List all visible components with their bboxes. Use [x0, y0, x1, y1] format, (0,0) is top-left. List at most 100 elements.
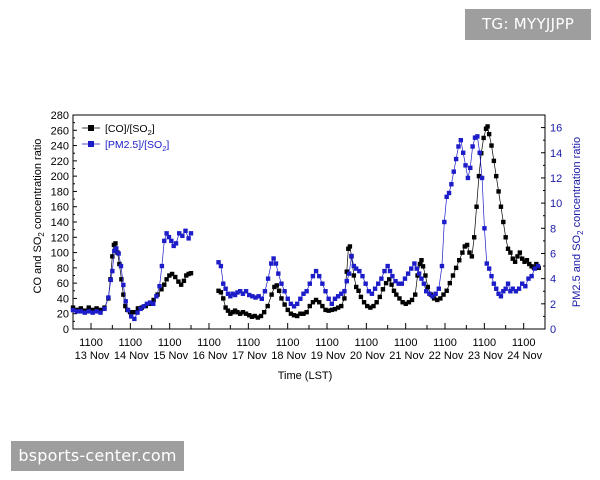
data-point: [279, 296, 284, 301]
data-point: [346, 246, 351, 251]
data-point: [240, 309, 246, 315]
data-point: [269, 292, 274, 297]
data-point: [491, 281, 497, 286]
data-point: [276, 288, 282, 293]
data-point: [414, 266, 419, 271]
data-point: [377, 294, 382, 300]
data-point: [369, 291, 375, 296]
legend-label-co-so2: [CO]/[SO2]: [105, 123, 155, 137]
x-hour-label: 1100: [473, 337, 497, 349]
watermark-top: TG: MYYJJPP: [465, 9, 591, 40]
data-point: [529, 273, 534, 279]
data-point: [482, 226, 487, 231]
data-point: [421, 281, 427, 286]
data-point: [261, 309, 267, 315]
left-tick-label: 200: [51, 171, 69, 183]
data-point: [527, 261, 532, 267]
data-point: [444, 194, 449, 200]
data-point: [423, 273, 428, 278]
data-point: [400, 300, 405, 305]
data-point: [243, 311, 249, 316]
data-point: [501, 219, 506, 225]
data-point: [169, 271, 175, 277]
data-point: [460, 250, 465, 255]
right-tick-label: 4: [550, 274, 556, 286]
data-point: [147, 300, 153, 305]
data-point: [313, 297, 319, 303]
data-point: [178, 282, 184, 287]
data-point: [532, 266, 537, 271]
series-pm25-so2: [70, 134, 541, 322]
data-point: [524, 258, 530, 263]
data-point: [271, 256, 276, 261]
x-hour-label: 1100: [315, 337, 339, 349]
data-point: [508, 289, 513, 294]
data-point: [243, 289, 249, 294]
data-point: [354, 284, 359, 290]
x-day-label: 24 Nov: [507, 350, 542, 362]
data-point: [405, 271, 411, 276]
data-point: [240, 291, 246, 296]
data-point: [237, 311, 243, 316]
data-point: [496, 291, 501, 296]
data-point: [320, 281, 325, 286]
data-point: [307, 281, 312, 286]
data-point: [424, 289, 429, 294]
data-point: [154, 294, 159, 299]
data-point: [112, 248, 117, 254]
x-day-label: 21 Nov: [389, 350, 424, 362]
data-point: [344, 269, 349, 274]
data-point: [444, 288, 449, 293]
data-point: [469, 254, 475, 259]
data-point: [78, 306, 84, 311]
data-point: [247, 292, 252, 298]
data-point: [129, 314, 134, 319]
data-point: [90, 310, 95, 315]
data-point: [376, 281, 381, 286]
data-point: [188, 271, 194, 276]
data-point: [476, 173, 482, 179]
data-point: [262, 289, 268, 294]
data-point: [379, 276, 384, 281]
data-point: [157, 284, 162, 289]
data-point: [460, 150, 466, 155]
right-tick-label: 14: [550, 148, 562, 160]
data-point: [250, 294, 255, 299]
data-point: [412, 261, 417, 266]
data-point: [285, 296, 290, 301]
data-point: [457, 258, 462, 263]
left-tick-label: 120: [51, 232, 69, 244]
data-point: [177, 231, 182, 236]
data-point: [486, 266, 492, 271]
data-point: [406, 300, 412, 305]
series-layer: [70, 124, 541, 322]
data-point: [358, 294, 364, 300]
x-hour-label: 1100: [79, 337, 103, 349]
right-axis-title: PM2.5 and SO2 concentration ratio: [571, 137, 585, 307]
data-point: [323, 289, 328, 294]
data-point: [255, 315, 261, 320]
data-point: [519, 256, 525, 261]
legend-label-pm25-so2: [PM2.5]/[SO2]: [105, 139, 169, 153]
left-tick-label: 20: [57, 309, 69, 321]
left-tick-label: 0: [63, 324, 69, 336]
data-point: [342, 289, 347, 294]
right-tick-label: 10: [550, 198, 562, 210]
data-point: [339, 291, 344, 296]
data-point: [159, 263, 165, 269]
data-point: [265, 276, 271, 281]
data-point: [132, 316, 137, 322]
data-point: [159, 287, 164, 292]
data-point: [151, 297, 156, 303]
x-day-label: 13 Nov: [75, 350, 110, 362]
data-point: [517, 250, 523, 255]
data-point: [494, 173, 499, 179]
data-point: [332, 296, 338, 301]
data-point: [489, 273, 494, 279]
data-point: [70, 305, 76, 310]
data-point: [110, 268, 115, 274]
data-point: [399, 281, 405, 286]
data-point: [218, 290, 224, 295]
data-point: [118, 263, 124, 269]
